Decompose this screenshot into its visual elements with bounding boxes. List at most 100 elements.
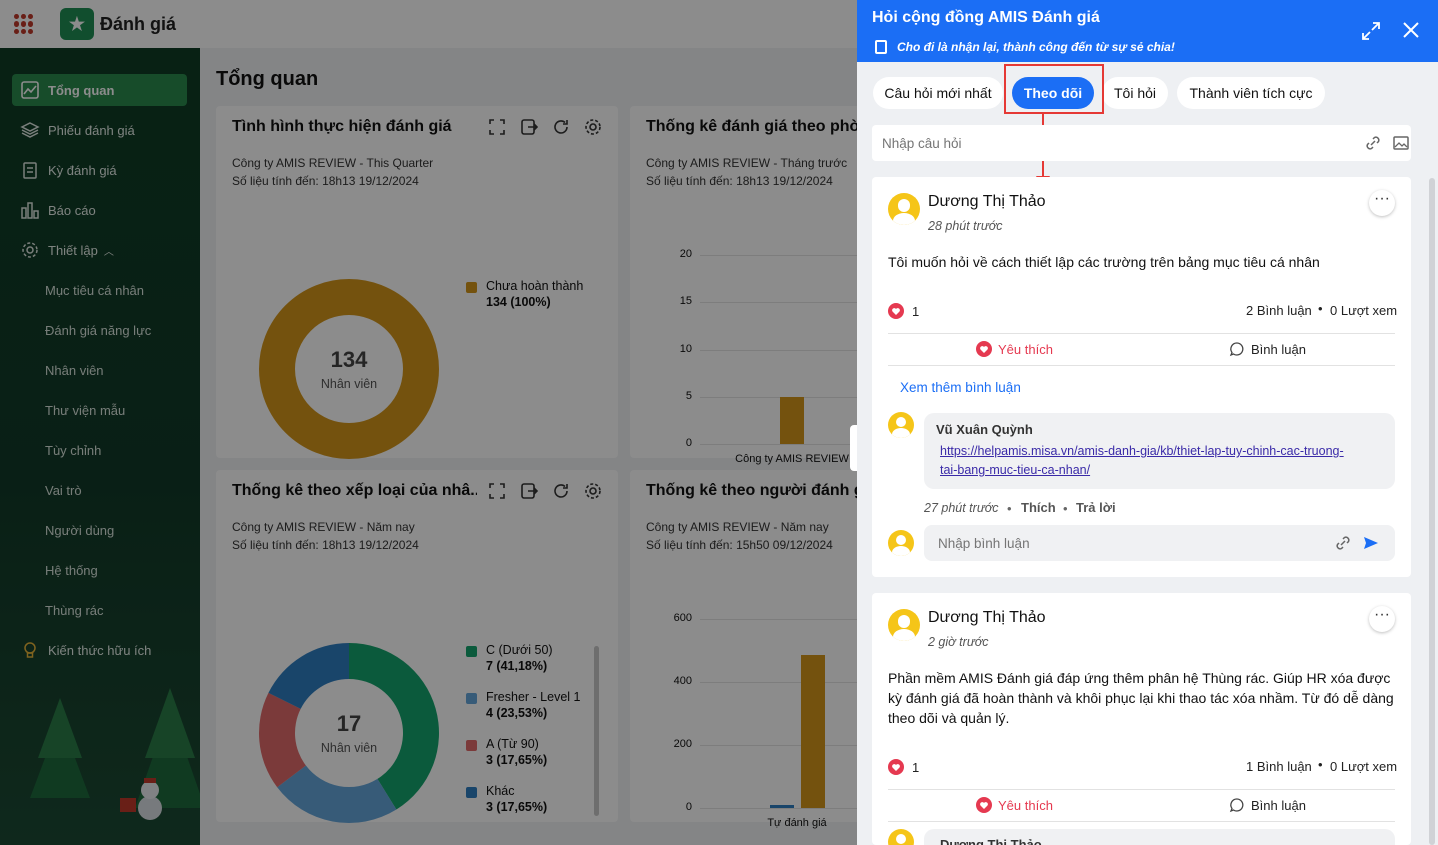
- view-count: 0 Lượt xem: [1330, 303, 1398, 318]
- comment-count[interactable]: 2 Bình luận: [1246, 303, 1312, 318]
- donut-center-label: Nhân viên: [320, 741, 378, 755]
- sidebar-item-reports[interactable]: Báo cáo: [12, 194, 187, 226]
- question-input[interactable]: [882, 131, 1332, 155]
- pie-slice[interactable]: [277, 765, 397, 823]
- like-count: 1: [912, 304, 920, 319]
- sidebar-subitem-templates[interactable]: Thư viện mẫu: [45, 403, 126, 418]
- comment-author[interactable]: Vũ Xuân Quỳnh: [936, 422, 1033, 437]
- avatar[interactable]: [888, 609, 920, 641]
- pie-slice[interactable]: [259, 279, 439, 459]
- comment-button[interactable]: Bình luận: [1229, 797, 1306, 813]
- settings-icon[interactable]: [584, 482, 602, 500]
- post-author[interactable]: Dương Thị Thảo: [928, 609, 1046, 626]
- sidebar-subitem-roles[interactable]: Vai trò: [45, 483, 82, 498]
- tab-newest[interactable]: Câu hỏi mới nhất: [873, 77, 1003, 109]
- settings-icon[interactable]: [584, 118, 602, 136]
- sidebar-subitem-employees[interactable]: Nhân viên: [45, 363, 104, 378]
- like-button[interactable]: Yêu thích: [976, 797, 1053, 813]
- sidebar-subitem-users[interactable]: Người dùng: [45, 523, 115, 538]
- close-icon[interactable]: [1402, 21, 1420, 39]
- comment-link-continued[interactable]: tai-bang-muc-tieu-ca-nhan/: [940, 463, 1091, 477]
- view-more-comments-link[interactable]: Xem thêm bình luận: [900, 380, 1021, 395]
- gear-icon: [22, 242, 38, 258]
- tab-active-members[interactable]: Thành viên tích cực: [1177, 77, 1325, 109]
- card-title: Thống kê theo người đánh gia: [646, 482, 877, 499]
- sidebar-item-overview[interactable]: Tổng quan: [12, 74, 187, 106]
- bar[interactable]: [780, 396, 804, 444]
- sidebar-subitem-trash[interactable]: Thùng rác: [45, 603, 104, 618]
- pie-slice[interactable]: [349, 643, 440, 810]
- christmas-trees-decoration: [30, 688, 200, 820]
- bar[interactable]: [800, 655, 825, 808]
- legend-item[interactable]: Fresher - Level 1 4 (23,53%): [466, 690, 580, 720]
- comment-bubble: Dương Thị Thảo: [924, 829, 1395, 845]
- donut-chart: [259, 279, 439, 459]
- legend-item[interactable]: A (Từ 90) 3 (17,65%): [466, 737, 547, 767]
- more-options-button[interactable]: ···: [1369, 606, 1395, 632]
- attach-link-icon[interactable]: [1364, 134, 1382, 152]
- heart-icon: [888, 759, 904, 775]
- post-author[interactable]: Dương Thị Thảo: [928, 193, 1046, 210]
- more-options-button[interactable]: ···: [1369, 190, 1395, 216]
- export-icon[interactable]: [520, 482, 539, 500]
- tab-following[interactable]: Theo dõi: [1012, 77, 1094, 109]
- legend-item[interactable]: C (Dưới 50) 7 (41,18%): [466, 643, 553, 673]
- sidebar-item-settings[interactable]: Thiết lập ︿: [12, 234, 187, 266]
- sidebar-subitem-competency[interactable]: Đánh giá năng lực: [45, 323, 152, 338]
- like-button[interactable]: Yêu thích: [976, 341, 1053, 357]
- panel-scrollbar[interactable]: [1429, 178, 1435, 845]
- y-tick-label: 200: [673, 738, 692, 750]
- sidebar-item-knowledge[interactable]: Kiến thức hữu ích: [12, 634, 187, 666]
- refresh-icon[interactable]: [552, 118, 570, 136]
- comment-link[interactable]: https://helpamis.misa.vn/amis-danh-gia/k…: [940, 444, 1344, 458]
- layers-icon: [20, 122, 40, 138]
- legend-swatch: [466, 693, 477, 704]
- expand-icon[interactable]: [488, 482, 506, 500]
- modal-backdrop[interactable]: [0, 0, 857, 845]
- sidebar-subitem-customize[interactable]: Tùy chỉnh: [45, 443, 102, 458]
- maximize-icon[interactable]: [1361, 21, 1381, 41]
- app-title: Đánh giá: [100, 14, 177, 34]
- legend-label: Fresher - Level 1: [486, 690, 581, 704]
- panel-header: Hỏi cộng đồng AMIS Đánh giá Cho đi là nh…: [857, 0, 1438, 62]
- send-icon[interactable]: [1362, 534, 1380, 552]
- attach-image-icon[interactable]: [1392, 134, 1410, 152]
- sidebar-subitem-goals[interactable]: Mục tiêu cá nhân: [45, 283, 145, 298]
- legend-item[interactable]: Khác 3 (17,65%): [466, 784, 547, 814]
- view-count: 0 Lượt xem: [1330, 759, 1398, 774]
- comment-bubble: Vũ Xuân Quỳnh https://helpamis.misa.vn/a…: [924, 413, 1395, 489]
- tab-my-questions[interactable]: Tôi hỏi: [1102, 77, 1168, 109]
- refresh-icon[interactable]: [552, 482, 570, 500]
- y-tick-label: 600: [673, 612, 692, 624]
- comment-like-link[interactable]: Thích: [1021, 500, 1056, 515]
- sidebar-subitem-system[interactable]: Hệ thống: [45, 563, 98, 578]
- y-tick-label: 20: [679, 248, 692, 260]
- card-updated: Số liệu tính đến: 15h50 09/12/2024: [646, 538, 833, 552]
- app-grid-icon[interactable]: [14, 14, 34, 34]
- comment-input[interactable]: [938, 531, 1318, 555]
- card-title: Tình hình thực hiện đánh giá: [232, 118, 452, 135]
- pie-slice[interactable]: [268, 643, 349, 709]
- sidebar-item-periods[interactable]: Kỳ đánh giá: [12, 154, 187, 186]
- comment-reply-link[interactable]: Trả lời: [1076, 500, 1116, 515]
- sidebar-item-forms[interactable]: Phiếu đánh giá: [12, 114, 187, 146]
- legend-item[interactable]: Chưa hoàn thành 134 (100%): [466, 279, 583, 309]
- comment-author[interactable]: Dương Thị Thảo: [940, 837, 1042, 845]
- legend-scrollbar[interactable]: [594, 646, 599, 816]
- expand-icon[interactable]: [488, 118, 506, 136]
- tab-label: Tôi hỏi: [1113, 85, 1157, 101]
- avatar[interactable]: [888, 193, 920, 225]
- comment-count[interactable]: 1 Bình luận: [1246, 759, 1312, 774]
- community-panel: Hỏi cộng đồng AMIS Đánh giá Cho đi là nh…: [857, 0, 1438, 845]
- y-tick-label: 400: [673, 675, 692, 687]
- avatar[interactable]: [888, 829, 914, 845]
- pie-slice[interactable]: [259, 692, 306, 788]
- bar[interactable]: [769, 804, 794, 808]
- export-icon[interactable]: [520, 118, 539, 136]
- share-icon: [875, 40, 887, 54]
- legend-value: 3 (17,65%): [486, 800, 548, 814]
- card-title: Thống kê theo xếp loại của nhâ...: [232, 482, 477, 499]
- attach-link-icon[interactable]: [1334, 534, 1352, 552]
- avatar[interactable]: [888, 412, 914, 438]
- comment-button[interactable]: Bình luận: [1229, 341, 1306, 357]
